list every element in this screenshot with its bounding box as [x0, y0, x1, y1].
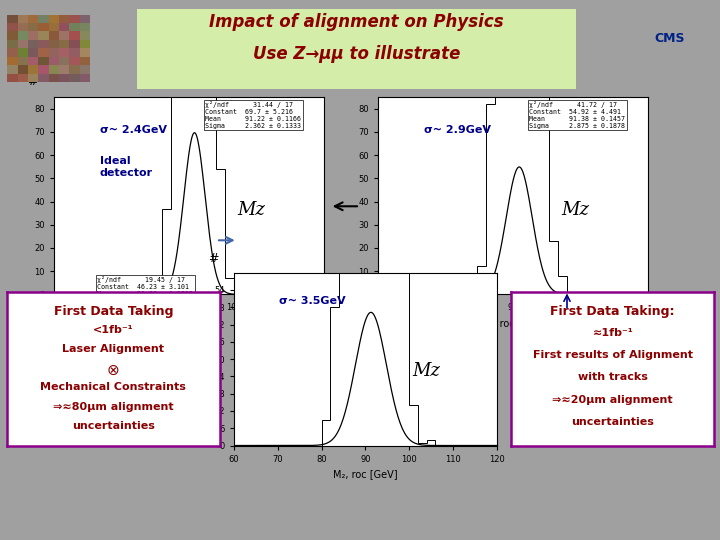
- Bar: [80, 15, 90, 23]
- Text: First Data Taking:: First Data Taking:: [551, 306, 675, 319]
- Bar: [69, 40, 80, 49]
- Bar: [69, 73, 80, 82]
- Bar: [17, 40, 28, 49]
- Bar: [38, 49, 49, 57]
- Bar: [69, 15, 80, 23]
- Bar: [7, 57, 17, 65]
- Bar: [28, 23, 38, 31]
- Bar: [80, 49, 90, 57]
- Text: σ~ 2.4GeV: σ~ 2.4GeV: [100, 125, 167, 134]
- Text: Use Z→μμ to illustrate: Use Z→μμ to illustrate: [253, 45, 460, 63]
- Bar: [17, 23, 28, 31]
- Bar: [49, 40, 59, 49]
- Bar: [38, 31, 49, 40]
- Text: uncertainties: uncertainties: [571, 417, 654, 427]
- Bar: [38, 65, 49, 73]
- Bar: [38, 15, 49, 23]
- Text: ≈1fb⁻¹: ≈1fb⁻¹: [593, 328, 633, 338]
- Text: with tracks: with tracks: [577, 373, 648, 382]
- Text: uncertainties: uncertainties: [72, 421, 155, 431]
- Text: σ~ 3.5GeV: σ~ 3.5GeV: [279, 296, 346, 306]
- Text: ⊗: ⊗: [107, 363, 120, 378]
- Bar: [28, 49, 38, 57]
- Text: #: #: [351, 76, 361, 89]
- Bar: [28, 40, 38, 49]
- Text: χ²/ndf      31.44 / 17
Constant  69.7 ± 5.216
Mean      91.22 ± 0.1166
Sigma    : χ²/ndf 31.44 / 17 Constant 69.7 ± 5.216 …: [205, 101, 301, 129]
- Bar: [7, 49, 17, 57]
- Text: #: #: [208, 252, 218, 265]
- Bar: [80, 31, 90, 40]
- Text: Mz: Mz: [238, 201, 266, 219]
- Bar: [80, 65, 90, 73]
- Bar: [7, 31, 17, 40]
- Bar: [80, 57, 90, 65]
- Bar: [69, 65, 80, 73]
- Text: ⇒≈20μm alignment: ⇒≈20μm alignment: [552, 395, 673, 404]
- Bar: [69, 31, 80, 40]
- Text: #: #: [27, 76, 37, 89]
- Text: Mz: Mz: [413, 362, 441, 380]
- Bar: [17, 65, 28, 73]
- Bar: [17, 49, 28, 57]
- Bar: [59, 15, 69, 23]
- Bar: [49, 31, 59, 40]
- Bar: [80, 40, 90, 49]
- Bar: [59, 31, 69, 40]
- Text: σ~ 2.9GeV: σ~ 2.9GeV: [424, 125, 491, 134]
- X-axis label: M₂, roc [GeV]: M₂, roc [GeV]: [333, 469, 397, 479]
- Bar: [69, 23, 80, 31]
- Bar: [80, 73, 90, 82]
- X-axis label: M₂, μμ [GeV]: M₂, μμ [GeV]: [158, 318, 220, 328]
- Bar: [69, 57, 80, 65]
- Text: Mz: Mz: [562, 201, 590, 219]
- Text: CMS: CMS: [654, 32, 685, 45]
- Bar: [59, 49, 69, 57]
- Bar: [59, 73, 69, 82]
- Bar: [7, 73, 17, 82]
- Bar: [38, 23, 49, 31]
- Bar: [7, 23, 17, 31]
- X-axis label: M₂, roc [GeV]: M₂, roc [GeV]: [481, 318, 545, 328]
- Bar: [49, 49, 59, 57]
- Bar: [7, 40, 17, 49]
- Text: <1fb⁻¹: <1fb⁻¹: [93, 325, 134, 335]
- Bar: [38, 73, 49, 82]
- Bar: [59, 57, 69, 65]
- Bar: [80, 23, 90, 31]
- Bar: [49, 73, 59, 82]
- Bar: [28, 15, 38, 23]
- Bar: [49, 65, 59, 73]
- Text: ⇒≈80μm alignment: ⇒≈80μm alignment: [53, 402, 174, 411]
- Text: Mechanical Constraints: Mechanical Constraints: [40, 382, 186, 393]
- Text: Laser Alignment: Laser Alignment: [63, 344, 164, 354]
- Bar: [59, 23, 69, 31]
- Bar: [59, 65, 69, 73]
- Text: First results of Alignment: First results of Alignment: [533, 350, 693, 360]
- Text: Ideal
detector: Ideal detector: [100, 157, 153, 178]
- Bar: [38, 57, 49, 65]
- Text: Impact of alignment on Physics: Impact of alignment on Physics: [209, 12, 504, 31]
- Bar: [28, 65, 38, 73]
- Bar: [38, 40, 49, 49]
- Text: χ²/ndf      19.45 / 17
Constant  46.23 ± 3.101
Mean      91.26 ± 0.1819
Sigma   : χ²/ndf 19.45 / 17 Constant 46.23 ± 3.101…: [97, 276, 194, 304]
- Text: First Data Taking: First Data Taking: [54, 306, 173, 319]
- Text: χ²/ndf      41.72 / 17
Constant  54.92 ± 4.491
Mean      91.38 ± 0.1457
Sigma   : χ²/ndf 41.72 / 17 Constant 54.92 ± 4.491…: [529, 101, 625, 129]
- Bar: [49, 57, 59, 65]
- Bar: [17, 31, 28, 40]
- Bar: [7, 15, 17, 23]
- Bar: [28, 57, 38, 65]
- Bar: [49, 15, 59, 23]
- Bar: [69, 49, 80, 57]
- Bar: [17, 57, 28, 65]
- Bar: [17, 15, 28, 23]
- Bar: [7, 65, 17, 73]
- Bar: [28, 73, 38, 82]
- Bar: [17, 73, 28, 82]
- Bar: [59, 40, 69, 49]
- Bar: [49, 23, 59, 31]
- Bar: [28, 31, 38, 40]
